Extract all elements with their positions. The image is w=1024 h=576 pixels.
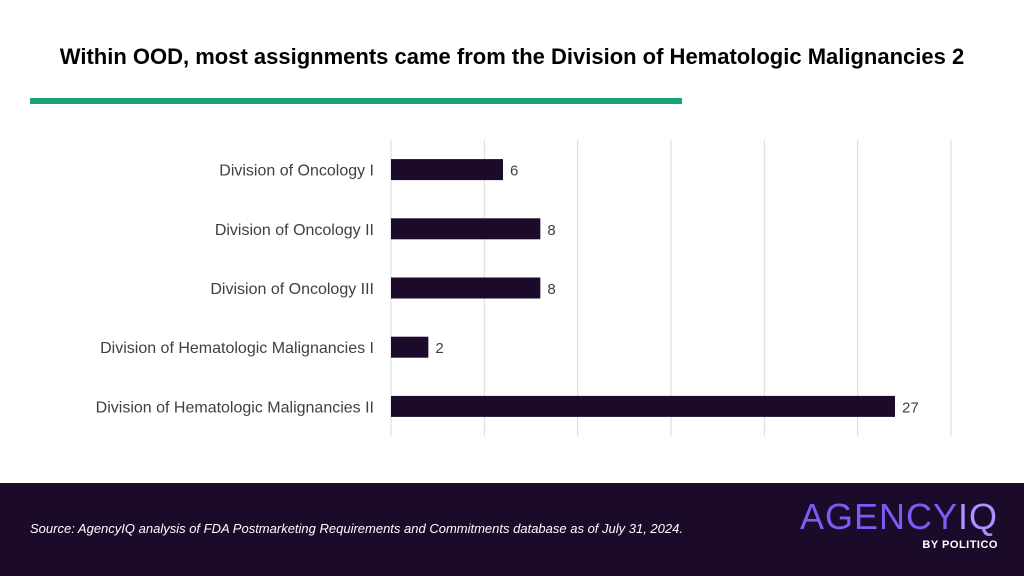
data-label: 8 (547, 222, 555, 239)
chart-title: Within OOD, most assignments came from t… (59, 44, 965, 69)
category-label: Division of Oncology II (215, 222, 374, 239)
bar-chart: Division of Oncology I 6 Division of Oncol… (96, 140, 952, 436)
accent-bar (30, 98, 682, 104)
bar (391, 159, 503, 181)
category-label: Division of Hematologic Malignancies II (96, 399, 374, 416)
bar (391, 277, 541, 299)
logo-agency-text: AGENCY (799, 496, 958, 537)
category-label: Division of Oncology I (219, 163, 374, 180)
logo-iq-text: IQ (957, 496, 998, 537)
source-note: Source: AgencyIQ analysis of FDA Postmar… (30, 521, 683, 536)
logo-byline: BY POLITICO (922, 539, 998, 551)
bar (391, 218, 541, 240)
category-label: Division of Hematologic Malignancies I (100, 340, 374, 357)
agencyiq-logo: AGENCYIQ BY POLITICO (800, 497, 998, 552)
bar (391, 336, 429, 358)
logo-wordmark: AGENCYIQ (800, 497, 998, 537)
data-label: 8 (547, 281, 555, 298)
footer: Source: AgencyIQ analysis of FDA Postmar… (0, 483, 1024, 576)
data-label: 2 (435, 340, 443, 357)
data-label: 6 (510, 163, 518, 180)
data-label: 27 (902, 399, 919, 416)
bar (391, 395, 895, 417)
category-label: Division of Oncology III (210, 281, 374, 298)
